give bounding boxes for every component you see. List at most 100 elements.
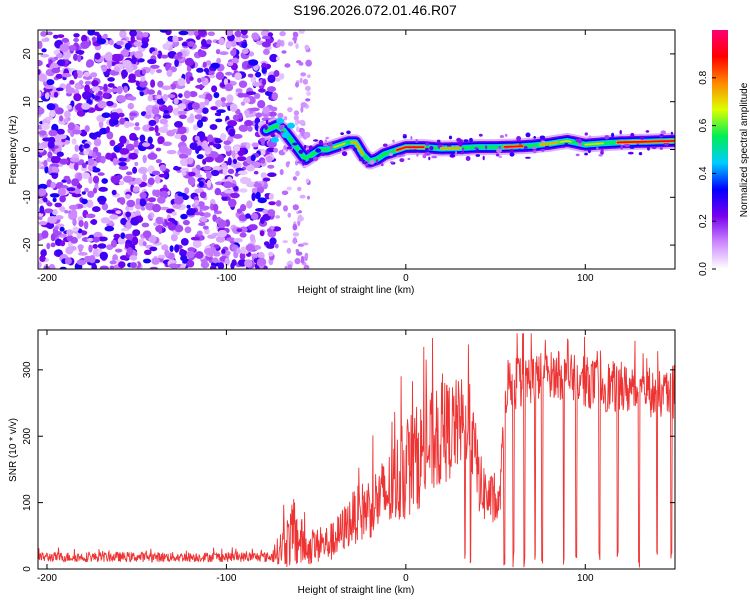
noise-blob xyxy=(42,137,52,142)
noise-blob xyxy=(268,111,277,117)
noise-blob xyxy=(142,32,149,38)
noise-blob xyxy=(305,59,312,67)
noise-blob xyxy=(126,199,136,208)
noise-blob xyxy=(147,89,155,95)
noise-blob xyxy=(253,170,259,175)
noise-blob xyxy=(221,195,228,201)
ridge-fuzz xyxy=(460,151,465,155)
noise-blob xyxy=(295,251,303,256)
ridge-fuzz xyxy=(469,137,473,143)
noise-blob xyxy=(226,94,234,103)
noise-blob xyxy=(267,172,277,177)
noise-blob xyxy=(109,214,119,220)
noise-blob xyxy=(38,90,42,98)
noise-blob xyxy=(61,37,69,43)
ridge-fuzz xyxy=(399,158,405,163)
noise-blob xyxy=(87,190,95,198)
noise-blob xyxy=(126,247,133,256)
noise-blob xyxy=(187,41,195,47)
noise-blob xyxy=(148,197,156,203)
noise-blob xyxy=(139,134,146,142)
noise-blob xyxy=(132,186,140,193)
ridge-fuzz xyxy=(382,143,388,147)
noise-blob xyxy=(225,40,232,49)
ridge-fuzz xyxy=(509,152,515,157)
noise-blob xyxy=(76,110,86,117)
noise-blob xyxy=(134,210,141,217)
noise-blob xyxy=(220,97,226,102)
noise-blob xyxy=(192,124,199,131)
noise-blob xyxy=(53,231,62,236)
noise-blob xyxy=(98,200,106,205)
noise-blob xyxy=(154,175,161,184)
noise-blob xyxy=(118,162,127,167)
ridge-fuzz xyxy=(587,148,591,154)
noise-blob xyxy=(213,143,219,148)
ridge-fuzz xyxy=(575,153,580,157)
noise-blob xyxy=(262,106,270,115)
noise-blob xyxy=(73,37,79,43)
noise-blob xyxy=(174,121,183,128)
noise-blob xyxy=(221,249,226,254)
noise-blob xyxy=(223,78,228,86)
noise-blob xyxy=(135,80,140,87)
noise-blob xyxy=(70,157,80,163)
noise-blob xyxy=(186,259,195,268)
noise-blob xyxy=(277,112,284,119)
noise-blob xyxy=(210,62,220,69)
noise-blob xyxy=(49,193,60,198)
noise-blob xyxy=(194,114,203,120)
noise-blob xyxy=(38,233,43,242)
ridge-fuzz xyxy=(306,149,310,154)
noise-blob xyxy=(78,220,84,227)
noise-blob xyxy=(188,171,196,177)
ridge-fuzz xyxy=(327,141,333,147)
ridge-fuzz xyxy=(424,152,431,156)
noise-blob xyxy=(282,240,289,244)
noise-blob xyxy=(275,56,280,61)
noise-blob xyxy=(186,210,195,216)
noise-blob xyxy=(302,242,309,246)
noise-blob xyxy=(71,178,80,187)
ridge-blob xyxy=(281,132,290,139)
noise-blob xyxy=(212,257,219,264)
noise-blob xyxy=(104,73,110,78)
x-tick-label: 100 xyxy=(577,573,594,584)
noise-blob xyxy=(140,75,146,82)
noise-blob xyxy=(170,233,178,242)
noise-blob xyxy=(142,173,148,182)
noise-blob xyxy=(46,221,55,230)
noise-blob xyxy=(168,263,179,269)
noise-blob xyxy=(111,189,117,196)
noise-blob xyxy=(268,201,276,206)
noise-blob xyxy=(191,102,200,110)
noise-blob xyxy=(159,206,170,211)
noise-blob xyxy=(71,193,82,198)
ridge-fuzz xyxy=(416,152,419,157)
y-tick-label: -10 xyxy=(22,190,33,205)
noise-blob xyxy=(204,146,213,152)
noise-blob xyxy=(57,128,65,135)
noise-blob xyxy=(177,103,187,110)
noise-blob xyxy=(38,183,48,190)
noise-blob xyxy=(72,218,77,227)
noise-blob xyxy=(257,257,267,266)
noise-blob xyxy=(297,186,302,192)
noise-blob xyxy=(262,177,271,182)
noise-blob xyxy=(55,249,62,256)
noise-blob xyxy=(261,35,271,40)
spectrogram-y-ticks: -20 -10 0 10 20 xyxy=(22,48,675,252)
noise-blob xyxy=(173,197,184,205)
noise-blob xyxy=(55,73,63,79)
noise-blob xyxy=(59,43,70,53)
noise-blob xyxy=(227,168,235,174)
noise-blob xyxy=(307,195,310,200)
noise-blob xyxy=(86,98,93,105)
noise-blob xyxy=(154,125,159,134)
noise-blob xyxy=(293,239,297,245)
noise-blob xyxy=(142,241,147,247)
ridge-hot-core xyxy=(616,139,675,144)
noise-blob xyxy=(293,36,297,44)
noise-blob xyxy=(57,187,66,196)
noise-blob xyxy=(68,45,77,51)
